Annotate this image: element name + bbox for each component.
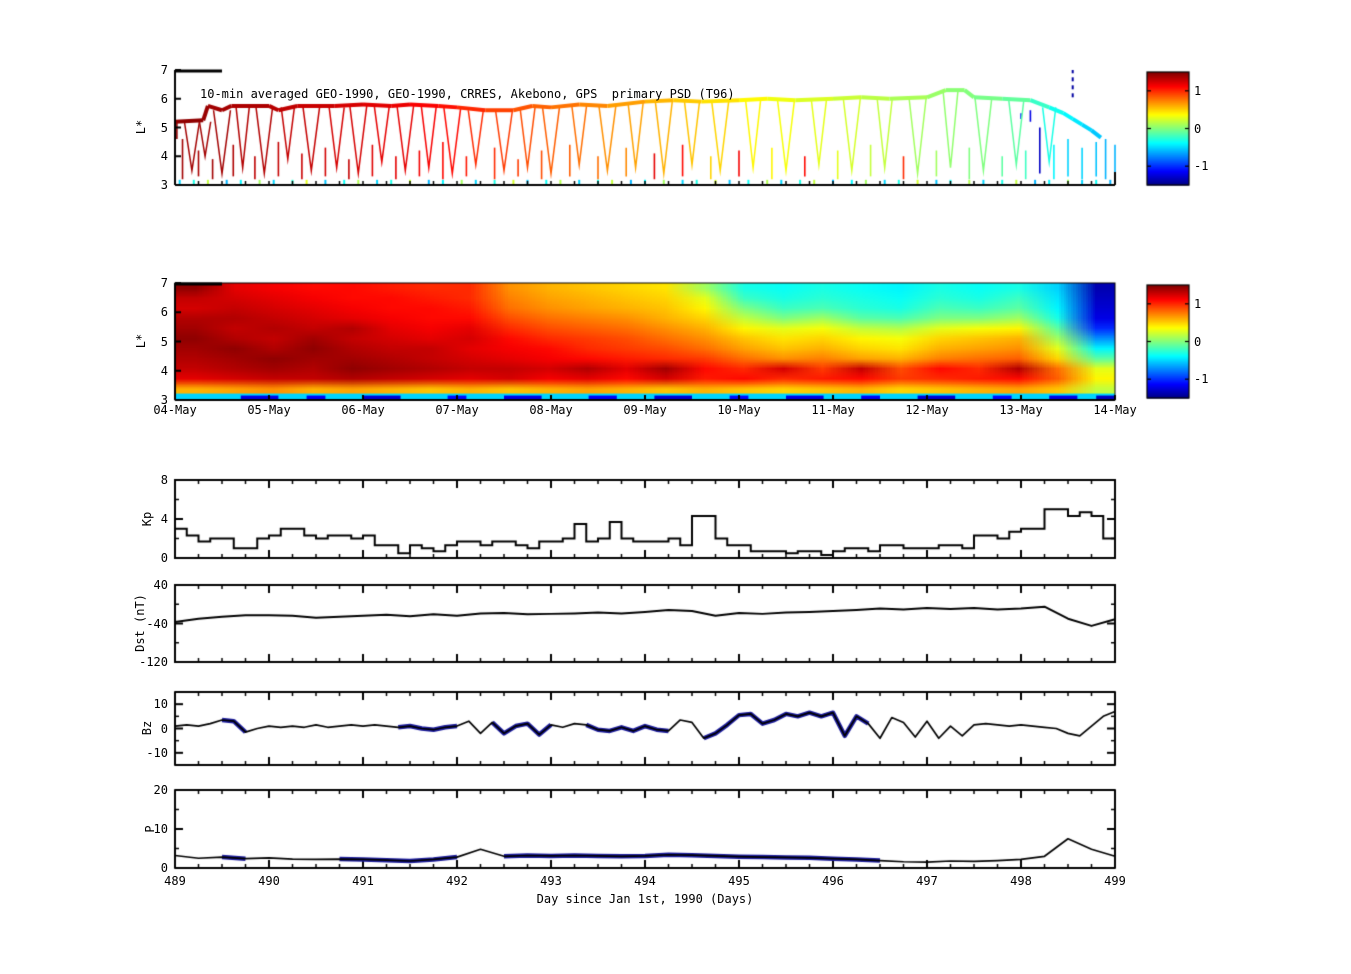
- dst-ytick-label: 40: [153, 578, 168, 592]
- dst-ytick-label: -40: [146, 616, 168, 631]
- p1-ytick-label: 5: [160, 120, 168, 135]
- date-tick-label: 14-May: [1093, 403, 1137, 417]
- kp-ylabel: Kp: [140, 511, 154, 527]
- day-tick-label: 495: [728, 874, 750, 888]
- day-tick-label: 491: [352, 874, 374, 888]
- p1-ytick-label: 7: [160, 63, 168, 77]
- p2-ytick-label: 5: [160, 334, 168, 349]
- dst-ytick-label: -120: [139, 655, 168, 669]
- colorbar-tick-label: -1: [1194, 159, 1209, 174]
- day-tick-label: 494: [634, 874, 656, 888]
- colorbar-tick-label: 1: [1194, 83, 1202, 98]
- bz-ytick-label: 0: [160, 721, 168, 736]
- colorbar-tick-label: 0: [1194, 334, 1202, 349]
- p2-ytick-label: 7: [160, 276, 168, 290]
- day-tick-label: 497: [916, 874, 938, 888]
- kp-ytick-label: 4: [160, 512, 168, 526]
- date-tick-label: 05-May: [247, 403, 291, 417]
- p-ytick-label: 20: [153, 783, 168, 797]
- kp-ytick-label: 0: [160, 551, 168, 565]
- bz-ylabel: Bz: [140, 720, 154, 736]
- p2-ytick-label: 4: [160, 363, 168, 378]
- date-tick-label: 11-May: [811, 403, 855, 417]
- p-ytick-label: 0: [160, 861, 168, 875]
- p1-ytick-label: 3: [160, 178, 168, 192]
- colorbar-tick-label: -1: [1194, 372, 1209, 387]
- day-tick-label: 492: [446, 874, 468, 888]
- p1-ytick-label: 6: [160, 91, 168, 106]
- day-tick-label: 499: [1104, 874, 1126, 888]
- date-tick-label: 04-May: [153, 403, 197, 417]
- date-tick-label: 07-May: [435, 403, 479, 417]
- date-tick-label: 09-May: [623, 403, 667, 417]
- colorbar-tick-label: 1: [1194, 296, 1202, 311]
- psd-title: 10-min averaged GEO-1990, GEO-1990, CRRE…: [200, 87, 735, 101]
- kp-ytick-label: 8: [160, 473, 168, 487]
- panel1-ylabel: L*: [134, 119, 148, 135]
- p2-ytick-label: 3: [160, 393, 168, 407]
- date-tick-label: 08-May: [529, 403, 573, 417]
- day-tick-label: 498: [1010, 874, 1032, 888]
- day-tick-label: 490: [258, 874, 280, 888]
- p1-ytick-label: 4: [160, 149, 168, 164]
- p2-ytick-label: 6: [160, 305, 168, 320]
- day-tick-label: 493: [540, 874, 562, 888]
- bz-ytick-label: -10: [146, 745, 168, 760]
- date-tick-label: 13-May: [999, 403, 1043, 417]
- bz-ytick-label: 10: [153, 697, 168, 712]
- panel2-ylabel: L*: [134, 333, 148, 349]
- day-tick-label: 489: [164, 874, 186, 888]
- date-tick-label: 06-May: [341, 403, 385, 417]
- date-tick-label: 12-May: [905, 403, 949, 417]
- x-axis-label: Day since Jan 1st, 1990 (Days): [536, 892, 754, 906]
- colorbar-tick-label: 0: [1194, 121, 1202, 136]
- p-ytick-label: 10: [153, 822, 168, 836]
- dst-ylabel: Dst (nT): [133, 594, 147, 652]
- day-tick-label: 496: [822, 874, 844, 888]
- date-tick-label: 10-May: [717, 403, 761, 417]
